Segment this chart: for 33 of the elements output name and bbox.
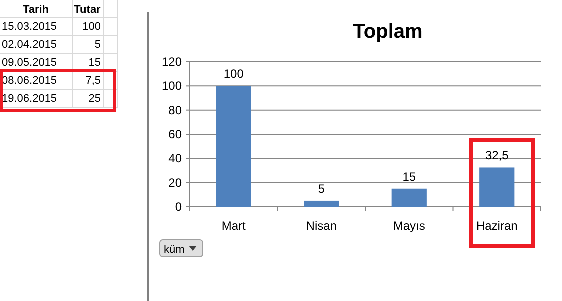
- x-tick-label: Nisan: [306, 219, 337, 233]
- text: 5: [94, 39, 101, 51]
- text: 02.04.2015: [2, 39, 58, 51]
- y-tick-label: 120: [162, 55, 182, 69]
- text: 25: [88, 93, 101, 105]
- y-tick-label: 100: [162, 79, 182, 94]
- y-tick-label: 40: [168, 152, 182, 166]
- text: 09.05.2015: [2, 57, 58, 69]
- data-label: 5: [318, 182, 326, 196]
- text: 15.03.2015: [2, 21, 58, 33]
- bar: [216, 86, 252, 207]
- y-tick-label: 80: [168, 103, 182, 118]
- data-label: 15: [402, 170, 416, 184]
- data-label: 32,5: [485, 148, 510, 163]
- text: 15: [88, 57, 101, 69]
- x-tick-label: Haziran: [476, 219, 518, 233]
- x-tick-label: Mayıs: [393, 219, 426, 233]
- bar: [392, 188, 427, 207]
- y-tick-label: 0: [175, 200, 182, 214]
- category-label: Tarih: [22, 4, 50, 16]
- data-label: 100: [224, 67, 244, 82]
- text: 08.06.2015: [2, 75, 58, 87]
- chart-title: Toplam: [353, 21, 423, 43]
- y-tick-label: 60: [168, 128, 182, 142]
- category-label: Tutar: [74, 4, 102, 16]
- text: 100: [82, 21, 101, 33]
- text: 19.06.2015: [2, 93, 58, 105]
- text: 7,5: [86, 75, 101, 87]
- bar: [480, 168, 515, 207]
- bar: [304, 200, 340, 207]
- y-tick-label: 20: [168, 176, 182, 190]
- dropdown-button: küm: [160, 240, 204, 258]
- x-tick-label: Mart: [222, 219, 247, 233]
